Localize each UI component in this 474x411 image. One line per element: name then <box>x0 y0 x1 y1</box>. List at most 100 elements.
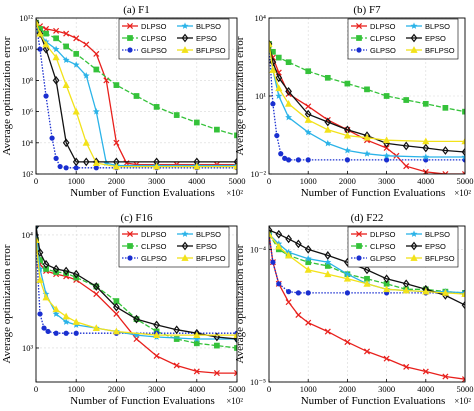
data-point-epso <box>72 269 80 279</box>
y-tick-label: 10⁻⁵ <box>250 377 266 387</box>
data-point-glpso <box>286 289 292 295</box>
data-point-blpso <box>461 153 465 160</box>
data-point-epso <box>113 302 120 312</box>
data-point-glpso <box>49 135 55 141</box>
data-point-epso <box>82 157 90 167</box>
x-tick-label: 1000 <box>68 384 85 394</box>
x-tick-label: 4000 <box>417 384 434 394</box>
data-point-epso <box>295 239 302 249</box>
legend-marker-dlpso <box>126 230 134 238</box>
legend-marker-epso <box>410 33 418 43</box>
legend: DLPSO BLPSO CLPSO EPSO GLPSO BFLPSO <box>347 18 459 60</box>
y-tick-label: 10² <box>22 169 34 179</box>
data-point-glpso <box>53 155 59 161</box>
data-point-dlpso <box>403 363 410 370</box>
data-point-bflpso <box>52 53 60 61</box>
data-point-clpso <box>133 93 140 99</box>
data-point-blpso <box>82 72 90 79</box>
legend-label-dlpso: DLPSO <box>370 230 396 239</box>
data-point-epso <box>42 259 50 269</box>
x-tick-label: 3000 <box>378 176 395 186</box>
data-point-epso <box>324 117 332 127</box>
data-point-bflpso <box>36 236 40 244</box>
x-tick-label: 2000 <box>108 176 125 186</box>
data-point-clpso <box>422 100 429 107</box>
data-point-bflpso <box>72 318 80 325</box>
panel-title: (a) F1 <box>123 4 150 16</box>
data-point-glpso <box>384 157 390 163</box>
y-tick-label: 10⁶ <box>22 107 34 117</box>
data-point-epso <box>275 229 283 239</box>
data-point-epso <box>173 325 181 335</box>
x-tick-label: 1000 <box>68 176 85 186</box>
data-point-blpso <box>72 61 80 68</box>
data-point-bflpso <box>92 159 100 166</box>
data-point-epso <box>36 29 44 38</box>
data-point-blpso <box>52 45 60 53</box>
data-point-bflpso <box>275 84 283 92</box>
data-point-bflpso <box>324 125 332 133</box>
legend-label-bflpso: BFLPSO <box>425 254 455 263</box>
data-point-clpso <box>53 35 59 42</box>
data-point-clpso <box>113 82 120 88</box>
data-point-epso <box>92 282 100 291</box>
data-point-glpso <box>295 157 301 163</box>
series-glpso <box>269 41 465 163</box>
data-point-dlpso <box>93 50 100 57</box>
data-point-bflpso <box>72 107 80 115</box>
x-tick-label: 0 <box>267 384 271 394</box>
data-point-bflpso <box>324 270 332 278</box>
x-tick-label: 5000 <box>457 384 474 394</box>
data-point-clpso <box>442 105 449 111</box>
legend-marker-glpso <box>356 255 362 261</box>
data-point-clpso <box>153 104 160 110</box>
data-point-blpso <box>324 139 332 147</box>
legend-marker-dlpso <box>126 22 134 30</box>
x-tick-label: 2000 <box>339 384 356 394</box>
data-point-epso <box>72 157 80 167</box>
x-tick-label: 4000 <box>188 176 205 186</box>
data-point-dlpso <box>422 368 429 375</box>
data-point-glpso <box>57 163 63 170</box>
data-point-epso <box>52 76 60 85</box>
series-epso <box>36 226 237 344</box>
legend-marker-blpso <box>410 230 418 237</box>
legend-label-dlpso: DLPSO <box>370 22 396 31</box>
data-point-glpso <box>73 330 79 336</box>
data-point-dlpso <box>461 376 465 382</box>
x-tick-label: 2000 <box>339 176 356 186</box>
legend-label-blpso: BLPSO <box>196 230 221 239</box>
legend-marker-blpso <box>181 230 189 237</box>
legend-label-clpso: CLPSO <box>141 34 167 43</box>
data-point-clpso <box>193 340 200 347</box>
data-point-glpso <box>45 328 51 335</box>
x-axis-label: Number of Function Evaluations <box>301 395 446 407</box>
data-point-glpso <box>41 325 47 331</box>
data-point-bflpso <box>363 133 371 141</box>
legend-marker-clpso <box>356 35 362 41</box>
data-point-dlpso <box>305 319 312 326</box>
y-tick-label: 10⁻² <box>250 169 266 179</box>
data-point-glpso <box>295 290 301 296</box>
x-tick-label: 0 <box>267 176 271 186</box>
data-point-bflpso <box>343 131 352 139</box>
data-point-clpso <box>73 51 80 57</box>
data-point-bflpso <box>363 279 371 287</box>
data-point-bflpso <box>382 136 391 144</box>
data-point-bflpso <box>52 305 60 313</box>
data-point-clpso <box>173 336 180 342</box>
data-point-dlpso <box>295 311 302 319</box>
data-point-epso <box>383 274 390 284</box>
data-point-epso <box>42 44 50 54</box>
x-tick-label: 3000 <box>148 176 165 186</box>
data-point-bflpso <box>441 289 450 296</box>
data-point-clpso <box>324 74 331 81</box>
series-bflpso <box>36 236 237 338</box>
legend-label-blpso: BLPSO <box>425 230 450 239</box>
data-point-clpso <box>43 30 49 37</box>
data-point-epso <box>233 157 237 167</box>
x-axis-multiplier: ×10² <box>226 396 243 406</box>
legend-marker-bflpso <box>410 46 418 53</box>
legend-label-blpso: BLPSO <box>196 22 221 31</box>
legend-label-dlpso: DLPSO <box>141 22 167 31</box>
